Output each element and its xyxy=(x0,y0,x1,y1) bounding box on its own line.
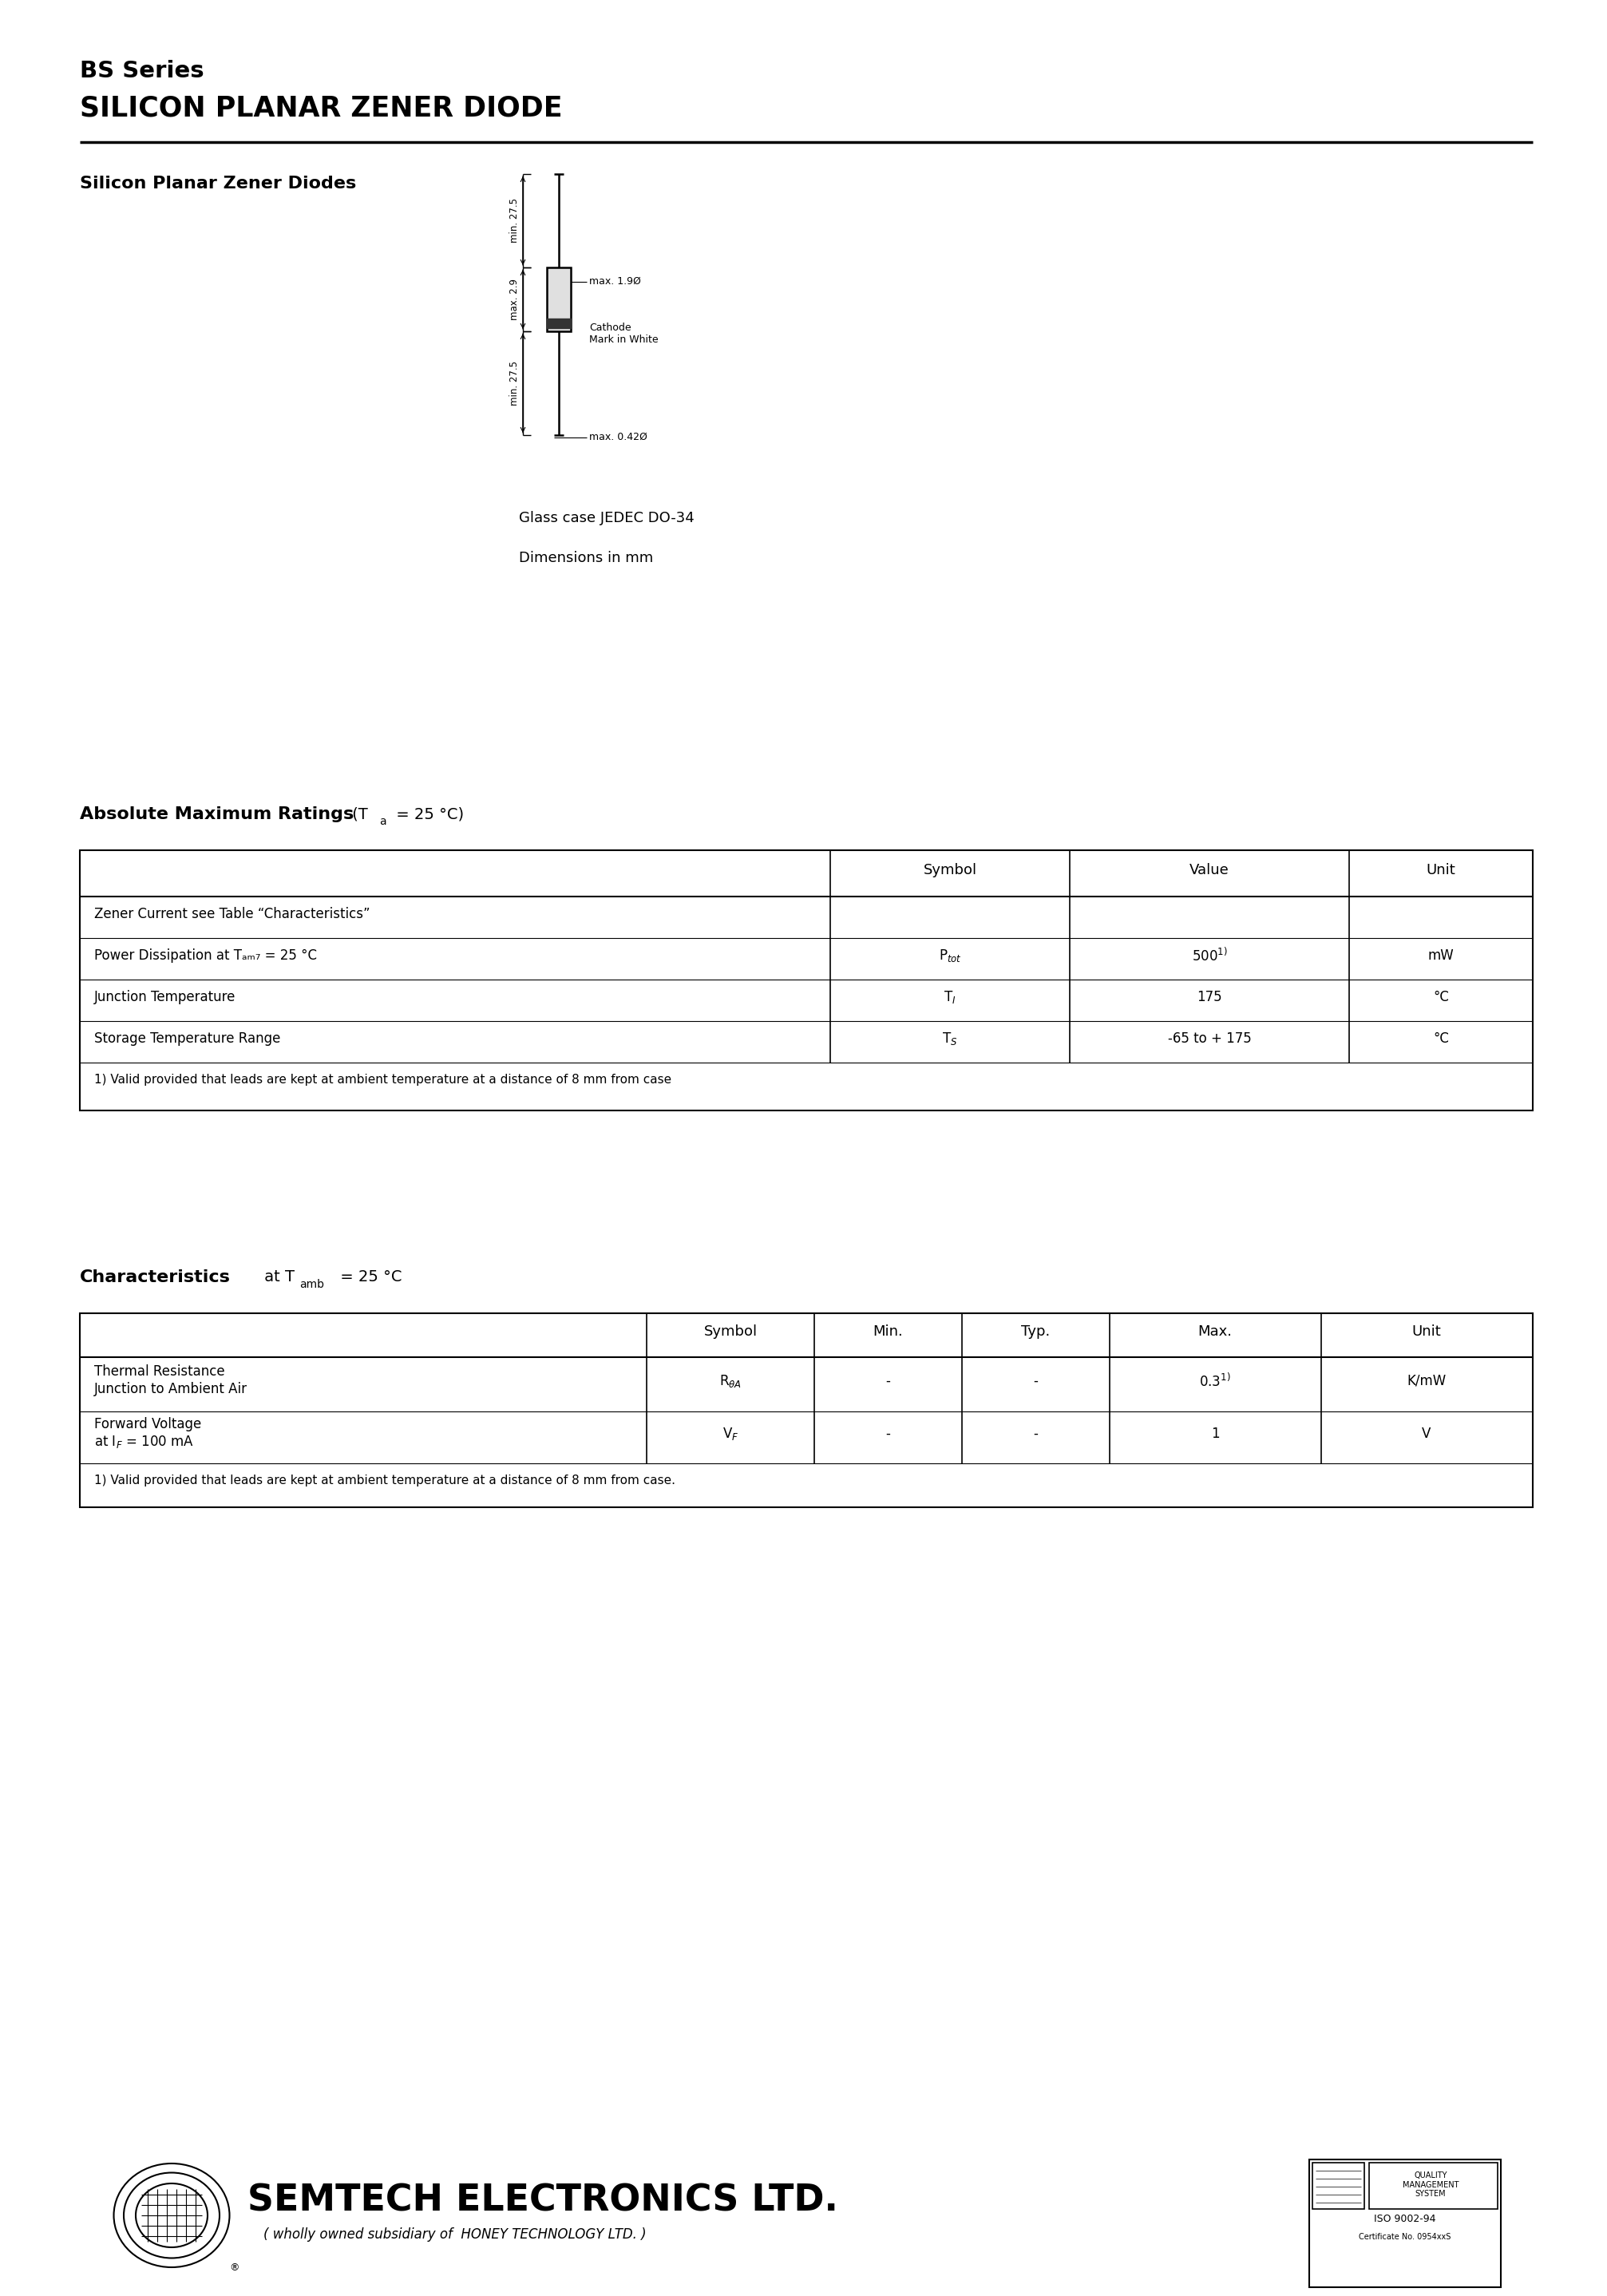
Text: -: - xyxy=(1033,1426,1038,1442)
Text: (T: (T xyxy=(347,806,368,822)
Text: Max.: Max. xyxy=(1197,1325,1233,1339)
Text: V$_{F}$: V$_{F}$ xyxy=(722,1426,739,1442)
Text: -: - xyxy=(1033,1373,1038,1389)
Text: -: - xyxy=(885,1373,890,1389)
Text: P$_{tot}$: P$_{tot}$ xyxy=(938,948,961,964)
Text: -: - xyxy=(885,1426,890,1442)
Text: Min.: Min. xyxy=(873,1325,903,1339)
Text: -65 to + 175: -65 to + 175 xyxy=(1168,1031,1252,1045)
Text: SILICON PLANAR ZENER DIODE: SILICON PLANAR ZENER DIODE xyxy=(80,94,562,122)
Text: Junction to Ambient Air: Junction to Ambient Air xyxy=(95,1382,247,1396)
Text: 500$^{1)}$: 500$^{1)}$ xyxy=(1191,948,1228,964)
Text: SEMTECH ELECTRONICS LTD.: SEMTECH ELECTRONICS LTD. xyxy=(247,2183,839,2220)
Text: min. 27.5: min. 27.5 xyxy=(509,197,519,243)
Text: 175: 175 xyxy=(1197,990,1221,1003)
Text: 1: 1 xyxy=(1210,1426,1220,1442)
Text: °C: °C xyxy=(1433,1031,1450,1045)
Text: Certificate No. 0954xxS: Certificate No. 0954xxS xyxy=(1360,2234,1451,2241)
Text: 1) Valid provided that leads are kept at ambient temperature at a distance of 8 : 1) Valid provided that leads are kept at… xyxy=(95,1474,675,1486)
Text: 1) Valid provided that leads are kept at ambient temperature at a distance of 8 : 1) Valid provided that leads are kept at… xyxy=(95,1075,672,1086)
Text: R$_{\theta A}$: R$_{\theta A}$ xyxy=(720,1373,742,1389)
Text: = 25 °C): = 25 °C) xyxy=(391,806,464,822)
Text: Power Dissipation at Tₐₘ₇ = 25 °C: Power Dissipation at Tₐₘ₇ = 25 °C xyxy=(95,948,317,962)
Text: at I$_{F}$ = 100 mA: at I$_{F}$ = 100 mA xyxy=(95,1433,194,1449)
Bar xyxy=(1369,2163,1498,2209)
Text: Glass case JEDEC DO-34: Glass case JEDEC DO-34 xyxy=(519,512,694,526)
Text: max. 0.42Ø: max. 0.42Ø xyxy=(590,432,648,441)
Text: Zener Current see Table “Characteristics”: Zener Current see Table “Characteristics… xyxy=(95,907,370,921)
Bar xyxy=(546,319,570,328)
Text: Absolute Maximum Ratings: Absolute Maximum Ratings xyxy=(80,806,354,822)
Text: °C: °C xyxy=(1433,990,1450,1003)
Text: Value: Value xyxy=(1189,863,1229,877)
Text: T$_{I}$: T$_{I}$ xyxy=(943,990,956,1006)
Text: max. 2.9: max. 2.9 xyxy=(509,278,519,319)
Bar xyxy=(1310,2161,1501,2287)
Bar xyxy=(80,1313,1533,1506)
Text: Thermal Resistance: Thermal Resistance xyxy=(95,1364,225,1378)
Text: Cathode
Mark in White: Cathode Mark in White xyxy=(590,321,659,344)
Text: Characteristics: Characteristics xyxy=(80,1270,231,1286)
Text: min. 27.5: min. 27.5 xyxy=(509,360,519,406)
Text: amb: amb xyxy=(299,1279,325,1290)
Bar xyxy=(1313,2163,1364,2209)
Text: Dimensions in mm: Dimensions in mm xyxy=(519,551,652,565)
Text: ®: ® xyxy=(230,2262,239,2273)
Text: at T: at T xyxy=(259,1270,294,1283)
Text: = 25 °C: = 25 °C xyxy=(336,1270,402,1283)
Text: BS Series: BS Series xyxy=(80,60,204,83)
Text: Symbol: Symbol xyxy=(922,863,977,877)
Text: Junction Temperature: Junction Temperature xyxy=(95,990,236,1003)
Text: max. 1.9Ø: max. 1.9Ø xyxy=(590,276,641,287)
Text: 0.3$^{1)}$: 0.3$^{1)}$ xyxy=(1199,1373,1231,1389)
Text: QUALITY
MANAGEMENT
SYSTEM: QUALITY MANAGEMENT SYSTEM xyxy=(1403,2172,1459,2197)
Text: Symbol: Symbol xyxy=(704,1325,757,1339)
Text: T$_{S}$: T$_{S}$ xyxy=(942,1031,958,1047)
Text: mW: mW xyxy=(1429,948,1454,962)
Text: Storage Temperature Range: Storage Temperature Range xyxy=(95,1031,281,1045)
Text: ISO 9002-94: ISO 9002-94 xyxy=(1374,2213,1437,2225)
Bar xyxy=(546,266,570,331)
Bar xyxy=(80,850,1533,1111)
Text: Unit: Unit xyxy=(1427,863,1456,877)
Text: a: a xyxy=(379,815,386,827)
Text: ( wholly owned subsidiary of  HONEY TECHNOLOGY LTD. ): ( wholly owned subsidiary of HONEY TECHN… xyxy=(264,2227,646,2241)
Text: Typ.: Typ. xyxy=(1020,1325,1049,1339)
Text: Forward Voltage: Forward Voltage xyxy=(95,1417,201,1430)
Text: Silicon Planar Zener Diodes: Silicon Planar Zener Diodes xyxy=(80,174,357,191)
Text: Unit: Unit xyxy=(1413,1325,1441,1339)
Text: K/mW: K/mW xyxy=(1406,1373,1446,1389)
Text: V: V xyxy=(1422,1426,1432,1442)
